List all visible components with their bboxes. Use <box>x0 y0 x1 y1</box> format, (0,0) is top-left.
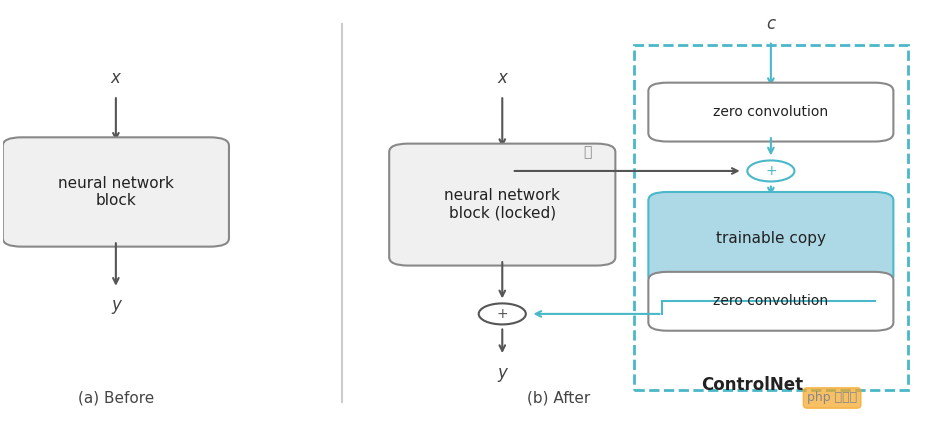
Text: (a) Before: (a) Before <box>78 391 154 406</box>
Text: +: + <box>765 164 776 178</box>
Text: neural network
block: neural network block <box>58 176 173 208</box>
Text: trainable copy: trainable copy <box>716 231 826 246</box>
Text: ControlNet: ControlNet <box>701 377 803 394</box>
Text: c: c <box>766 15 775 33</box>
Text: zero convolution: zero convolution <box>713 294 829 308</box>
Text: neural network
block (locked): neural network block (locked) <box>445 188 560 221</box>
Text: (b) After: (b) After <box>527 391 591 406</box>
FancyBboxPatch shape <box>3 137 229 247</box>
Text: x: x <box>498 69 507 87</box>
Text: x: x <box>111 69 120 87</box>
FancyBboxPatch shape <box>648 83 893 141</box>
Text: php 中文网: php 中文网 <box>807 391 857 405</box>
FancyBboxPatch shape <box>648 192 893 285</box>
Text: +: + <box>497 307 508 321</box>
Text: y: y <box>498 364 507 382</box>
FancyBboxPatch shape <box>648 272 893 331</box>
FancyBboxPatch shape <box>390 144 615 265</box>
Text: 🔒: 🔒 <box>583 145 592 159</box>
Text: zero convolution: zero convolution <box>713 105 829 119</box>
Text: y: y <box>111 296 120 314</box>
